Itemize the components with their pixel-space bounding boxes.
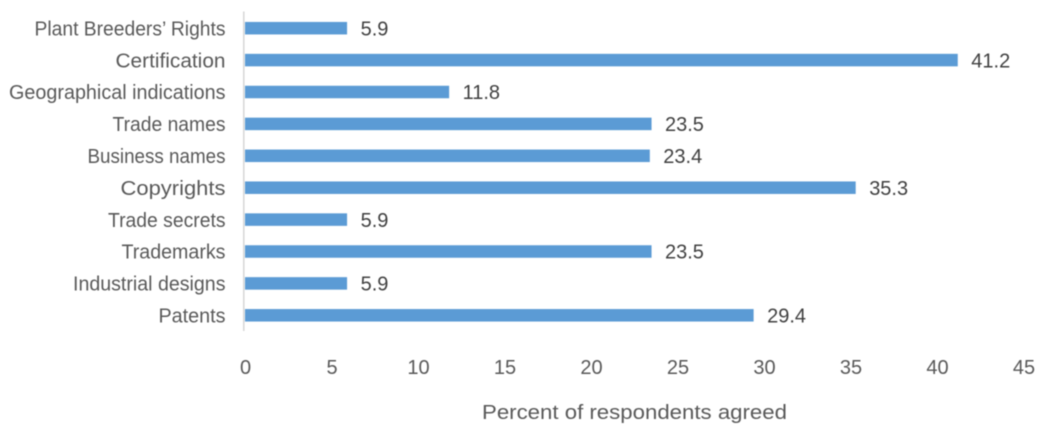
- svg-text:Trade names: Trade names: [113, 114, 226, 136]
- svg-text:23.5: 23.5: [665, 114, 704, 136]
- svg-text:Plant Breeders’ Rights: Plant Breeders’ Rights: [35, 18, 226, 40]
- svg-text:40: 40: [926, 357, 948, 379]
- svg-text:Trade secrets: Trade secrets: [108, 210, 226, 232]
- svg-text:45: 45: [1013, 357, 1035, 379]
- svg-text:41.2: 41.2: [971, 50, 1010, 72]
- svg-text:5.9: 5.9: [361, 210, 389, 232]
- svg-text:20: 20: [580, 357, 602, 379]
- svg-text:25: 25: [667, 357, 689, 379]
- svg-text:35.3: 35.3: [869, 178, 908, 200]
- svg-text:Copyrights: Copyrights: [121, 178, 226, 200]
- svg-text:5.9: 5.9: [361, 274, 389, 296]
- svg-text:Business names: Business names: [88, 146, 226, 168]
- svg-text:15: 15: [494, 357, 516, 379]
- svg-text:Patents: Patents: [159, 306, 226, 328]
- svg-text:5: 5: [326, 357, 337, 379]
- svg-text:Certification: Certification: [116, 50, 226, 72]
- svg-text:Industrial designs: Industrial designs: [73, 274, 226, 296]
- svg-text:10: 10: [407, 357, 429, 379]
- svg-text:30: 30: [753, 357, 775, 379]
- svg-text:29.4: 29.4: [767, 306, 806, 328]
- svg-text:Geographical indications: Geographical indications: [9, 82, 226, 104]
- svg-text:Percent of respondents agreed: Percent of respondents agreed: [482, 402, 787, 424]
- svg-text:35: 35: [840, 357, 862, 379]
- svg-text:11.8: 11.8: [463, 82, 500, 104]
- svg-text:0: 0: [240, 357, 251, 379]
- svg-text:23.4: 23.4: [663, 146, 702, 168]
- svg-text:Trademarks: Trademarks: [122, 242, 226, 264]
- svg-text:5.9: 5.9: [361, 18, 389, 40]
- svg-text:23.5: 23.5: [665, 242, 704, 264]
